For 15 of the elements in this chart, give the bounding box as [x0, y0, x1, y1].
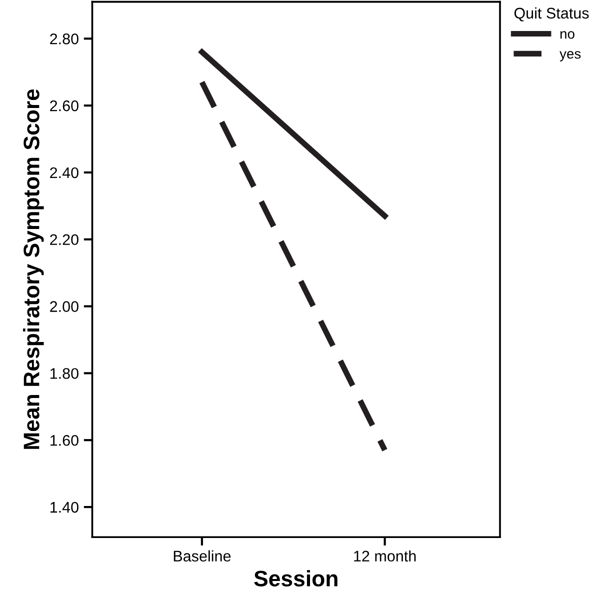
y-tick-label: 1.60: [50, 434, 78, 446]
legend-title: Quit Status: [514, 7, 589, 22]
x-tick-label: Baseline: [174, 550, 231, 562]
y-tick-label: 2.00: [50, 301, 78, 312]
y-tick-label: 1.40: [50, 502, 78, 513]
y-tick-label: 2.20: [50, 234, 78, 246]
y-tick-label: 2.40: [50, 167, 78, 178]
y-tick-label: 2.80: [50, 33, 78, 44]
legend-label: yes: [560, 51, 581, 62]
x-axis-title: Session: [254, 570, 338, 586]
y-tick-label: 1.80: [50, 368, 78, 379]
legend-label: no: [560, 31, 574, 39]
y-axis-title: Mean Respiratory Symptom Score: [23, 89, 44, 449]
x-tick-label: 12 month: [354, 550, 416, 562]
y-tick-label: 2.60: [50, 100, 78, 112]
